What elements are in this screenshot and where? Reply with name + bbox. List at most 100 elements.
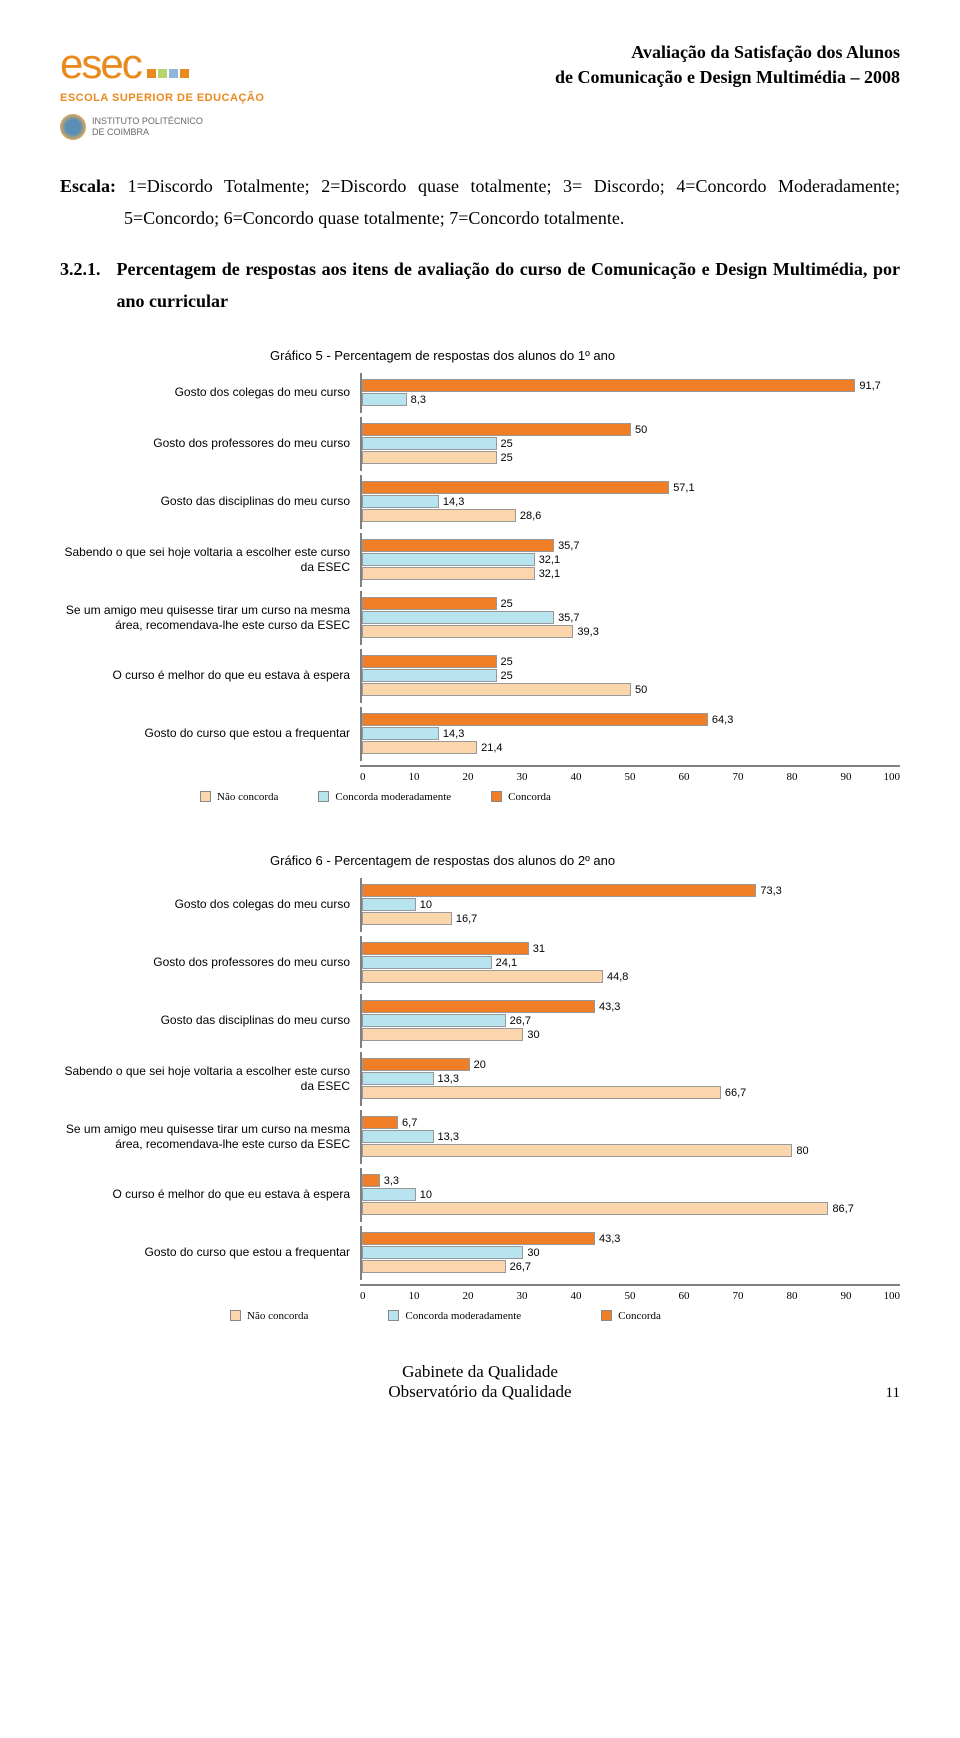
bar-concorda [362,1000,595,1013]
bar-value: 10 [420,899,432,911]
legend-label: Concorda [618,1310,661,1322]
bars-wrap: 6,713,380 [360,1110,900,1164]
bar-line: 14,3 [362,495,900,509]
bar-moderada [362,553,535,566]
bar-value: 91,7 [859,380,880,392]
bar-moderada [362,1014,506,1027]
chart-row-label: O curso é melhor do que eu estava à espe… [60,1187,360,1201]
axis-tick: 30 [495,771,549,783]
logo-square-icon [169,69,178,78]
bar-nao [362,970,603,983]
chart-legend: Não concorda Concorda moderadamente Concor… [60,1310,900,1322]
page-number: 11 [886,1385,900,1402]
scale-label: Escala: [60,176,116,196]
chart-row-label: Gosto dos professores do meu curso [60,955,360,969]
bars-wrap: 3,31086,7 [360,1168,900,1222]
axis-tick: 70 [711,771,765,783]
bar-nao [362,509,516,522]
chart-6: Gráfico 6 - Percentagem de respostas dos… [60,853,900,1322]
bars-wrap: 502525 [360,417,900,471]
bar-nao [362,625,573,638]
bar-value: 25 [501,670,513,682]
header-title: Avaliação da Satisfação dos Alunos de Co… [555,40,900,90]
chart-row: Gosto do curso que estou a frequentar 64,… [60,707,900,761]
bar-value: 25 [501,452,513,464]
axis-tick: 50 [603,1290,657,1302]
bar-moderada [362,1130,434,1143]
bar-line: 43,3 [362,1232,900,1246]
footer-line: Observatório da Qualidade [60,1382,900,1402]
chart-row-label: Gosto do curso que estou a frequentar [60,726,360,740]
bar-line: 57,1 [362,481,900,495]
chart-row-label: Gosto das disciplinas do meu curso [60,1013,360,1027]
bar-value: 32,1 [539,568,560,580]
chart-area: Gosto dos colegas do meu curso73,31016,7… [60,878,900,1284]
page-footer: Gabinete da Qualidade Observatório da Qu… [60,1362,900,1402]
chart-row-label: Gosto dos colegas do meu curso [60,385,360,399]
axis-tick: 40 [549,771,603,783]
bar-moderada [362,437,497,450]
logo-square-icon [147,69,156,78]
bar-value: 86,7 [832,1203,853,1215]
bar-value: 13,3 [438,1073,459,1085]
bar-line: 6,7 [362,1116,900,1130]
legend-label: Concorda [508,791,551,803]
bar-value: 57,1 [673,482,694,494]
chart-row-label: O curso é melhor do que eu estava à espe… [60,668,360,682]
bar-line: 14,3 [362,727,900,741]
bar-line: 31 [362,942,900,956]
bar-line: 24,1 [362,956,900,970]
x-axis: 0102030405060708090100 [360,765,900,783]
legend-item: Concorda [491,791,551,803]
bar-concorda [362,423,631,436]
axis-tick: 0 [360,1290,387,1302]
bar-line: 13,3 [362,1072,900,1086]
bar-line: 30 [362,1246,900,1260]
bar-line: 50 [362,423,900,437]
bars-wrap: 2013,366,7 [360,1052,900,1106]
bar-concorda [362,539,554,552]
legend-item: Não concorda [200,791,278,803]
bar-line: 25 [362,597,900,611]
chart-row: Gosto dos professores do meu curso502525 [60,417,900,471]
bar-value: 20 [474,1059,486,1071]
bar-line: 26,7 [362,1260,900,1274]
bar-moderada [362,1246,523,1259]
axis-tick: 40 [549,1290,603,1302]
bar-value: 35,7 [558,540,579,552]
bar-value: 39,3 [577,626,598,638]
bar-line: 10 [362,898,900,912]
legend-label: Concorda moderadamente [335,791,451,803]
bar-line: 50 [362,683,900,697]
bar-value: 31 [533,943,545,955]
bar-value: 13,3 [438,1131,459,1143]
legend-item: Não concorda [230,1310,308,1322]
bar-value: 35,7 [558,612,579,624]
axis-tick: 10 [387,1290,441,1302]
axis-spacer [60,765,360,783]
bar-line: 25 [362,437,900,451]
bar-value: 64,3 [712,714,733,726]
scale-paragraph: Escala: 1=Discordo Totalmente; 2=Discord… [60,170,900,235]
bar-nao [362,912,452,925]
legend-label: Não concorda [247,1310,308,1322]
axis-tick: 30 [495,1290,549,1302]
bar-line: 25 [362,451,900,465]
bar-moderada [362,611,554,624]
logo-square-icon [180,69,189,78]
bar-value: 73,3 [760,885,781,897]
ipc-line: DE COIMBRA [92,127,203,138]
bar-value: 21,4 [481,742,502,754]
legend-label: Concorda moderadamente [405,1310,521,1322]
chart-axis: 0102030405060708090100 [60,1284,900,1302]
section-number: 3.2.1. [60,253,101,318]
bars-wrap: 3124,144,8 [360,936,900,990]
bar-line: 32,1 [362,567,900,581]
legend-item: Concorda [601,1310,661,1322]
bar-value: 10 [420,1189,432,1201]
bar-value: 28,6 [520,510,541,522]
bar-nao [362,1086,721,1099]
legend-swatch-icon [388,1310,399,1321]
chart-row-label: Sabendo o que sei hoje voltaria a escolh… [60,545,360,574]
chart-row-label: Gosto dos professores do meu curso [60,436,360,450]
